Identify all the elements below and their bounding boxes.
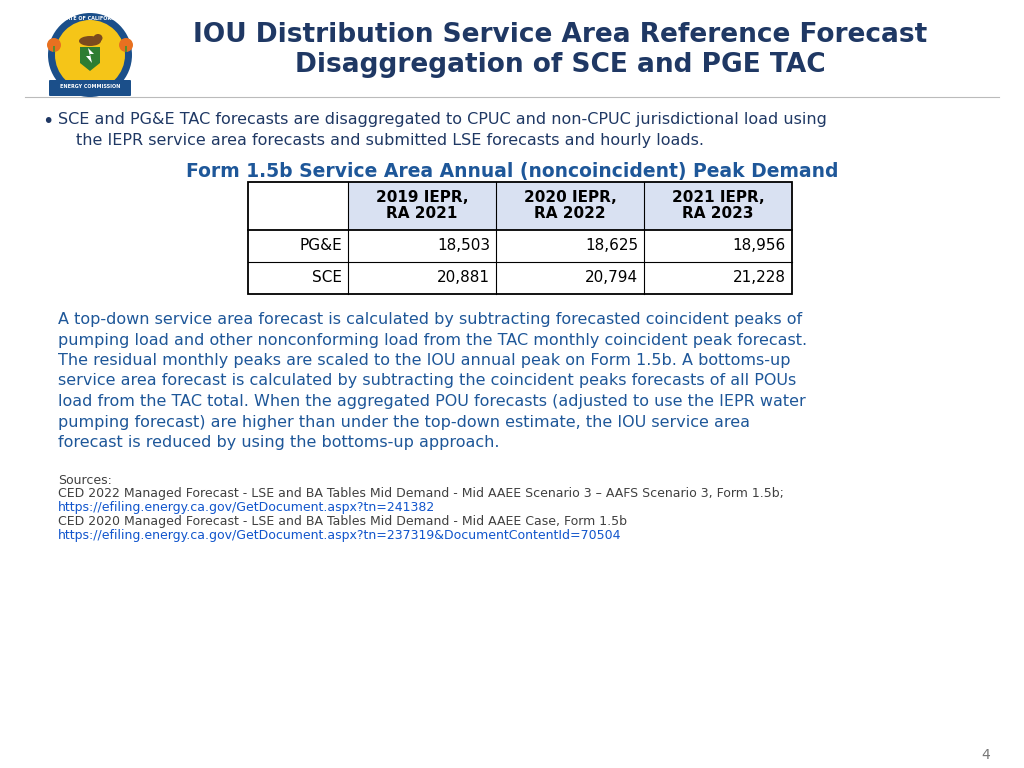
Text: 21,228: 21,228: [733, 270, 786, 284]
Text: PG&E: PG&E: [299, 237, 342, 253]
Polygon shape: [80, 47, 100, 71]
Text: CED 2020 Managed Forecast - LSE and BA Tables Mid Demand - Mid AAEE Case, Form 1: CED 2020 Managed Forecast - LSE and BA T…: [58, 515, 627, 528]
Text: https://efiling.energy.ca.gov/GetDocument.aspx?tn=237319&DocumentContentId=70504: https://efiling.energy.ca.gov/GetDocumen…: [58, 529, 622, 542]
Text: pumping load and other nonconforming load from the TAC monthly coincident peak f: pumping load and other nonconforming loa…: [58, 333, 807, 347]
Text: the IEPR service area forecasts and submitted LSE forecasts and hourly loads.: the IEPR service area forecasts and subm…: [76, 133, 705, 148]
Text: A top-down service area forecast is calculated by subtracting forecasted coincid: A top-down service area forecast is calc…: [58, 312, 802, 327]
Circle shape: [48, 13, 132, 97]
Ellipse shape: [79, 36, 101, 46]
Text: SCE and PG&E TAC forecasts are disaggregated to CPUC and non-CPUC jurisdictional: SCE and PG&E TAC forecasts are disaggreg…: [58, 112, 826, 127]
Text: 4: 4: [981, 748, 990, 762]
Text: 18,956: 18,956: [733, 237, 786, 253]
Ellipse shape: [93, 34, 102, 42]
Text: 20,881: 20,881: [437, 270, 490, 284]
Text: •: •: [42, 112, 53, 131]
Text: forecast is reduced by using the bottoms-up approach.: forecast is reduced by using the bottoms…: [58, 435, 500, 450]
Text: Form 1.5b Service Area Annual (noncoincident) Peak Demand: Form 1.5b Service Area Annual (noncoinci…: [185, 162, 839, 181]
Text: STATE OF CALIFORNIA: STATE OF CALIFORNIA: [59, 16, 121, 22]
Text: IOU Distribution Service Area Reference Forecast: IOU Distribution Service Area Reference …: [193, 22, 927, 48]
Text: ENERGY COMMISSION: ENERGY COMMISSION: [59, 84, 120, 90]
Text: 20,794: 20,794: [585, 270, 638, 284]
FancyBboxPatch shape: [49, 80, 131, 96]
Text: Disaggregation of SCE and PGE TAC: Disaggregation of SCE and PGE TAC: [295, 52, 825, 78]
Text: pumping forecast) are higher than under the top-down estimate, the IOU service a: pumping forecast) are higher than under …: [58, 415, 750, 429]
Text: service area forecast is calculated by subtracting the coincident peaks forecast: service area forecast is calculated by s…: [58, 373, 797, 389]
Text: Sources:: Sources:: [58, 474, 112, 486]
Text: RA 2022: RA 2022: [535, 206, 606, 221]
Text: load from the TAC total. When the aggregated POU forecasts (adjusted to use the : load from the TAC total. When the aggreg…: [58, 394, 806, 409]
Text: 2019 IEPR,: 2019 IEPR,: [376, 190, 468, 205]
Bar: [348, 182, 792, 230]
Text: 18,625: 18,625: [585, 237, 638, 253]
Text: 2020 IEPR,: 2020 IEPR,: [523, 190, 616, 205]
Text: CED 2022 Managed Forecast - LSE and BA Tables Mid Demand - Mid AAEE Scenario 3 –: CED 2022 Managed Forecast - LSE and BA T…: [58, 488, 784, 501]
Bar: [125, 46, 127, 52]
Circle shape: [47, 38, 61, 52]
Text: SCE: SCE: [312, 270, 342, 284]
Text: 2021 IEPR,: 2021 IEPR,: [672, 190, 764, 205]
Text: The residual monthly peaks are scaled to the IOU annual peak on Form 1.5b. A bot: The residual monthly peaks are scaled to…: [58, 353, 791, 368]
Circle shape: [119, 38, 133, 52]
Bar: [53, 46, 55, 52]
Text: RA 2023: RA 2023: [682, 206, 754, 221]
Polygon shape: [86, 48, 94, 63]
Bar: [248, 182, 792, 294]
Circle shape: [55, 20, 125, 90]
Text: RA 2021: RA 2021: [386, 206, 458, 221]
Text: https://efiling.energy.ca.gov/GetDocument.aspx?tn=241382: https://efiling.energy.ca.gov/GetDocumen…: [58, 502, 435, 515]
Text: 18,503: 18,503: [437, 237, 490, 253]
